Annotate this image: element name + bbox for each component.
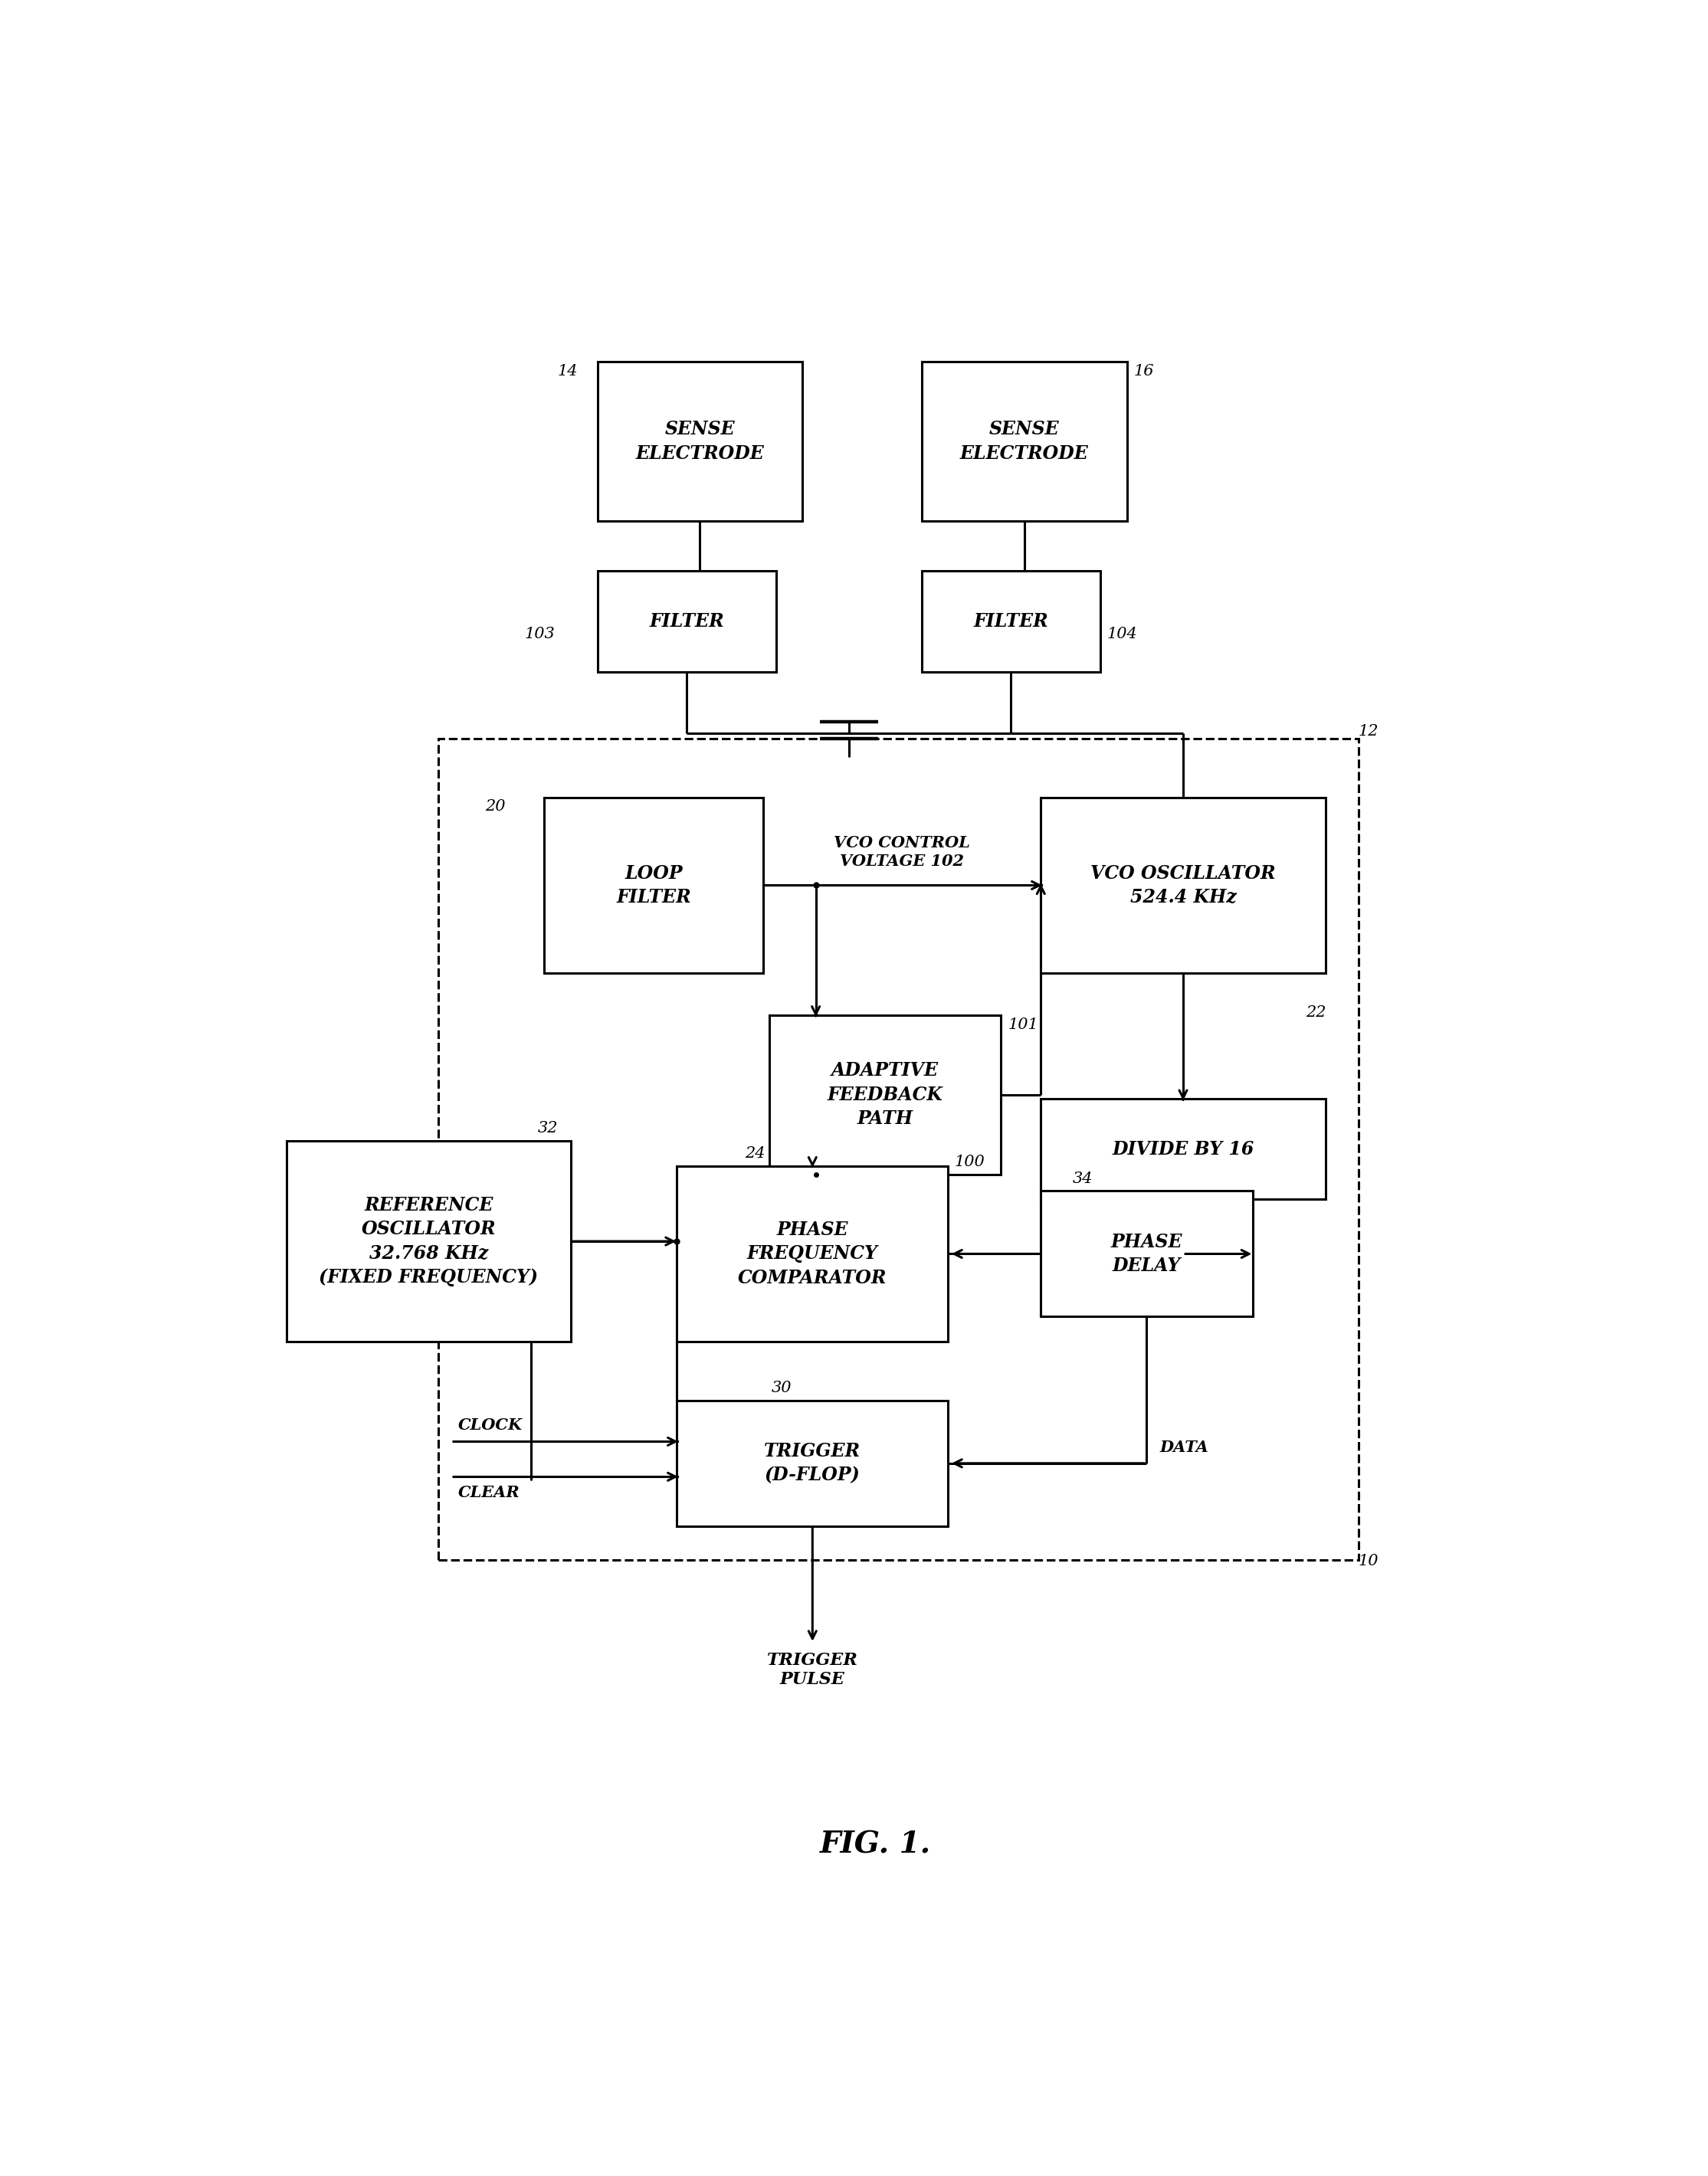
Bar [676,1166,948,1343]
Text: 34: 34 [1073,1171,1093,1186]
Text: CLOCK: CLOCK [458,1419,523,1434]
Text: DIVIDE BY 16: DIVIDE BY 16 [1112,1140,1254,1158]
Text: VCO OSCILLATOR
524.4 KHz: VCO OSCILLATOR 524.4 KHz [1090,864,1276,907]
Text: PHASE
DELAY: PHASE DELAY [1110,1232,1182,1275]
Text: FILTER: FILTER [649,611,724,631]
Text: ADAPTIVE
FEEDBACK
PATH: ADAPTIVE FEEDBACK PATH [827,1062,943,1127]
Text: 104: 104 [1107,627,1138,642]
Text: SENSE
ELECTRODE: SENSE ELECTRODE [635,420,763,463]
Text: LOOP
FILTER: LOOP FILTER [617,864,692,907]
Bar [439,738,1358,1560]
Text: 22: 22 [1305,1005,1325,1021]
Text: REFERENCE
OSCILLATOR
32.768 KHz
(FIXED FREQUENCY): REFERENCE OSCILLATOR 32.768 KHz (FIXED F… [319,1197,538,1286]
Text: 12: 12 [1358,725,1378,738]
Text: FIG. 1.: FIG. 1. [820,1830,931,1858]
Bar [287,1140,570,1343]
Text: PHASE
FREQUENCY
COMPARATOR: PHASE FREQUENCY COMPARATOR [738,1221,886,1288]
Text: 14: 14 [559,363,577,379]
Bar [1040,1099,1325,1199]
Text: 20: 20 [485,799,506,814]
Text: 101: 101 [1008,1018,1038,1031]
Text: 10: 10 [1358,1554,1378,1569]
Text: DATA: DATA [1160,1441,1209,1456]
Bar [1040,796,1325,973]
Bar [769,1014,1001,1175]
Bar [922,570,1100,672]
Bar [676,1401,948,1525]
Text: 24: 24 [745,1147,765,1160]
Text: CLEAR: CLEAR [458,1484,521,1501]
Text: FILTER: FILTER [974,611,1049,631]
Text: VCO CONTROL
VOLTAGE 102: VCO CONTROL VOLTAGE 102 [834,836,970,868]
Text: SENSE
ELECTRODE: SENSE ELECTRODE [960,420,1088,463]
Bar [598,570,775,672]
Bar [1040,1190,1252,1316]
Text: 100: 100 [955,1155,986,1169]
Text: 103: 103 [524,627,555,642]
Bar [545,796,763,973]
Text: TRIGGER
(D-FLOP): TRIGGER (D-FLOP) [763,1443,861,1484]
Bar [598,361,803,520]
Text: TRIGGER
PULSE: TRIGGER PULSE [767,1652,857,1689]
Bar [922,361,1127,520]
Text: 30: 30 [772,1382,793,1395]
Text: 32: 32 [538,1121,559,1136]
Text: 16: 16 [1134,363,1155,379]
